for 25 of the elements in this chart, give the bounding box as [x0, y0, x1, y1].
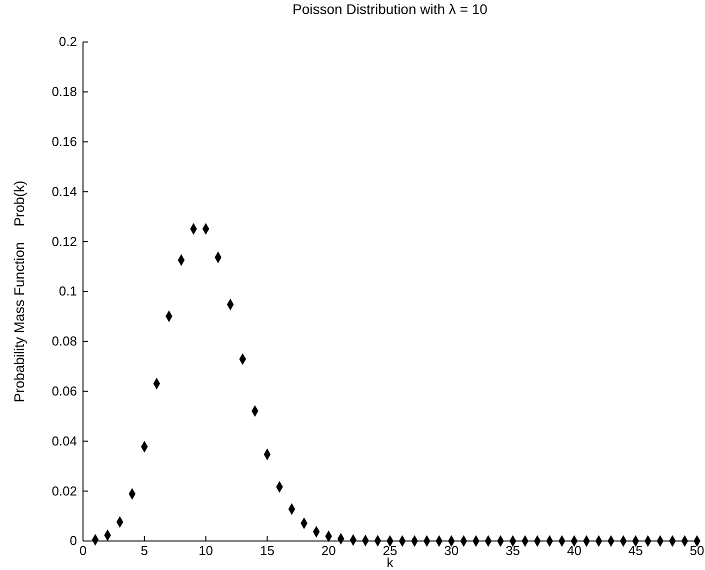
x-tick-label: 45 — [628, 542, 643, 558]
x-tick-label: 50 — [690, 542, 704, 558]
x-tick-label: 40 — [566, 542, 582, 558]
x-tick-label: 5 — [140, 542, 148, 558]
x-tick-label: 35 — [506, 542, 520, 558]
chart-title: Poisson Distribution with λ = 10 — [292, 1, 488, 17]
y-tick-label: 0.18 — [52, 84, 77, 100]
x-axis-title: k — [386, 555, 394, 570]
x-tick-label: 15 — [260, 542, 274, 558]
y-tick-label: 0.2 — [58, 34, 77, 50]
x-tick-label: 30 — [444, 542, 459, 558]
y-axis-title: Probability Mass Function Prob(k) — [11, 180, 27, 402]
y-tick-label: 0.04 — [52, 433, 77, 448]
y-tick-label: 0.12 — [52, 234, 77, 249]
x-tick-label: 0 — [79, 542, 87, 558]
y-tick-label: 0 — [70, 533, 77, 548]
x-tick-label: 25 — [382, 542, 398, 558]
y-tick-label: 0.1 — [58, 284, 77, 299]
y-tick-label: 0.16 — [52, 134, 77, 149]
y-tick-label: 0.02 — [52, 483, 77, 498]
y-tick-label: 0.14 — [52, 184, 77, 199]
x-tick-label: 20 — [321, 542, 336, 558]
y-tick-label: 0.06 — [52, 383, 77, 398]
x-tick-label: 10 — [198, 542, 214, 558]
y-tick-label: 0.08 — [52, 334, 77, 349]
